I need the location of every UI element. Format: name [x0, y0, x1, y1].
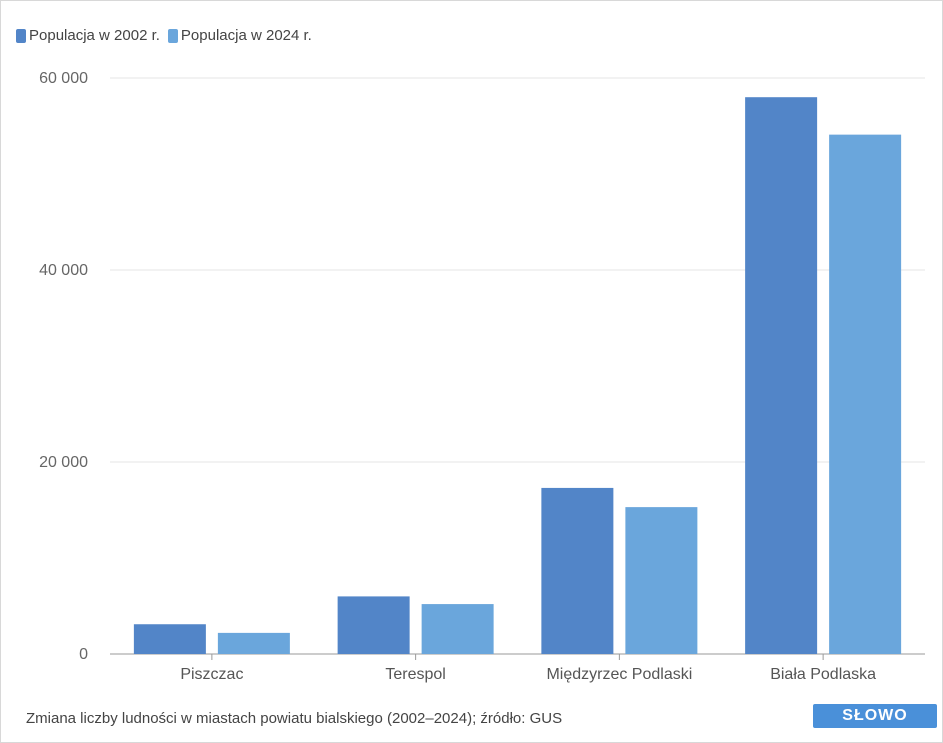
y-tick-label: 40 000: [39, 262, 88, 279]
bar-2024: [217, 632, 290, 654]
x-tick-label: Biała Podlaska: [770, 666, 876, 683]
bar-2002: [745, 97, 818, 654]
bar-2024: [625, 507, 698, 654]
x-tick-label: Terespol: [385, 666, 445, 683]
y-tick-label: 60 000: [39, 70, 88, 87]
legend-swatch-2002: [16, 28, 26, 43]
bar-2002: [541, 487, 614, 654]
legend-swatch-2024: [167, 28, 178, 43]
bar-2002: [337, 596, 410, 654]
bar-2024: [829, 134, 902, 654]
x-tick-label: Piszczac: [180, 666, 243, 683]
bar-2024: [421, 604, 494, 654]
publisher-logo: SŁOWO: [813, 704, 937, 728]
legend: Populacja w 2002 r. Populacja w 2024 r.: [16, 27, 312, 44]
legend-item-2024[interactable]: Populacja w 2024 r.: [167, 27, 312, 44]
legend-label-2002: Populacja w 2002 r.: [29, 27, 160, 44]
y-tick-label: 0: [79, 646, 88, 663]
y-tick-label: 20 000: [39, 454, 88, 471]
x-tick-label: Międzyrzec Podlaski: [546, 666, 692, 683]
bar-chart: 0 20 000 40 000 60 000 Piszczac Terespol Międz…: [39, 70, 925, 683]
legend-label-2024: Populacja w 2024 r.: [180, 27, 312, 44]
legend-item-2002[interactable]: Populacja w 2002 r.: [16, 27, 160, 44]
bar-2002: [133, 624, 206, 654]
chart-caption: Zmiana liczby ludności w miastach powiat…: [26, 710, 563, 727]
